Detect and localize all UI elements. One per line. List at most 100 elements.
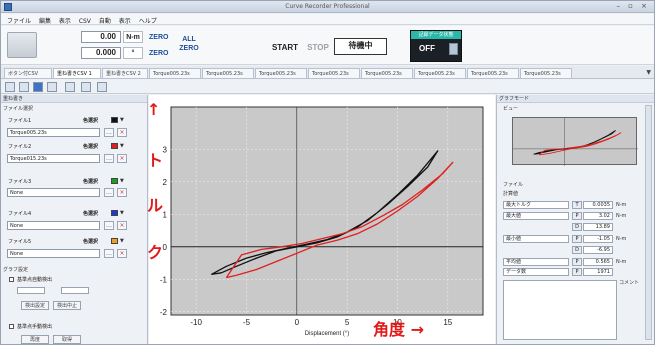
torque-unit: N-m: [123, 31, 143, 43]
calc-row-label: 最大トルク: [503, 201, 569, 209]
calc-row-unit: N-m: [616, 202, 627, 208]
y-tick-label: 1: [163, 210, 168, 219]
tab-overlay-1[interactable]: 重ね書きCSV 1: [53, 68, 101, 78]
chart-icon[interactable]: [33, 82, 43, 92]
print-icon[interactable]: [81, 82, 91, 92]
tab-file[interactable]: Torque005.23s: [414, 68, 466, 78]
y-tick-label: 0: [163, 243, 168, 252]
menu-auto[interactable]: 自動: [98, 18, 111, 25]
window-controls[interactable]: – ▫ ×: [616, 2, 650, 10]
file-1-input[interactable]: Torque005.23s: [7, 128, 100, 137]
tab-file[interactable]: Torque005.23s: [308, 68, 360, 78]
start-button[interactable]: START: [271, 43, 299, 52]
file-1-color-swatch[interactable]: [111, 117, 118, 123]
calc-row-key: P: [572, 268, 582, 276]
x-tick-label: 0: [295, 318, 300, 327]
file-2-input[interactable]: Torque015.23s: [7, 154, 100, 163]
save-icon[interactable]: [5, 82, 15, 92]
y-tick-label: 2: [163, 178, 168, 187]
export-icon[interactable]: [97, 82, 107, 92]
all-zero-button[interactable]: ALL ZERO: [178, 35, 200, 53]
comment-textarea[interactable]: [503, 280, 617, 340]
auto-detect-field-b[interactable]: [61, 287, 89, 294]
auto-detect-field-a[interactable]: [17, 287, 45, 294]
preview-chart: [513, 118, 638, 166]
right-panel-scrollbar[interactable]: [645, 105, 652, 340]
file-5-browse-icon[interactable]: …: [104, 249, 114, 258]
file-1-browse-icon[interactable]: …: [104, 128, 114, 137]
file-1-clear-icon[interactable]: ×: [117, 128, 127, 137]
file-2-clear-icon[interactable]: ×: [117, 154, 127, 163]
y-tick-label: 3: [163, 145, 168, 154]
x-tick-label: -5: [243, 318, 251, 327]
zoom-icon[interactable]: [65, 82, 75, 92]
chart-area: -10 -5 0 5 10 15 -2 -1 0 1 2 3 Displacement (°): [149, 95, 495, 345]
menu-file[interactable]: ファイル: [7, 18, 32, 25]
chevron-down-icon[interactable]: ▼: [120, 238, 124, 244]
cursor-icon[interactable]: [47, 82, 57, 92]
calc-row-value: 0.565: [583, 258, 613, 266]
file-4-input[interactable]: None: [7, 221, 100, 230]
file-4-label: ファイル4: [8, 211, 32, 217]
file-4-color-swatch[interactable]: [111, 210, 118, 216]
graph-settings-section: グラフ設定: [3, 267, 29, 273]
file-3-clear-icon[interactable]: ×: [117, 188, 127, 197]
file-5-input[interactable]: None: [7, 249, 100, 258]
open-icon[interactable]: [19, 82, 29, 92]
redo-button[interactable]: 再度: [21, 335, 49, 344]
tab-file[interactable]: Torque005.23s: [361, 68, 413, 78]
record-toggle[interactable]: [449, 43, 458, 55]
calc-row-unit: N-m: [616, 259, 627, 265]
chevron-down-icon[interactable]: ▼: [120, 143, 124, 149]
tab-file[interactable]: Torque005.23s: [520, 68, 572, 78]
menu-help[interactable]: ヘルプ: [138, 18, 157, 25]
tab-list-chevron-icon[interactable]: ▼: [646, 69, 651, 76]
menu-edit[interactable]: 編集: [38, 18, 51, 25]
zero-angle-button[interactable]: ZERO: [149, 50, 169, 57]
angle-readout: 0.000: [81, 47, 121, 59]
chevron-down-icon[interactable]: ▼: [120, 117, 124, 123]
calc-row-key: D: [572, 223, 582, 231]
manual-detect-checkbox[interactable]: [9, 324, 14, 329]
file-4-clear-icon[interactable]: ×: [117, 221, 127, 230]
file-info-label: ファイル: [503, 182, 524, 188]
tab-overlay-2[interactable]: 重ね書きCSV 2: [102, 68, 148, 78]
record-panel: 記録データ状態 OFF: [410, 30, 462, 62]
all-label: ALL: [182, 36, 196, 43]
file-5-clear-icon[interactable]: ×: [117, 249, 127, 258]
angle-annotation: 角度 →: [373, 320, 424, 339]
file-3-input[interactable]: None: [7, 188, 100, 197]
menu-csv[interactable]: CSV: [78, 18, 91, 25]
file-2-color-swatch[interactable]: [111, 143, 118, 149]
file-4-browse-icon[interactable]: …: [104, 221, 114, 230]
calc-row-key: D: [572, 246, 582, 254]
tab-file[interactable]: Torque005.23s: [149, 68, 201, 78]
detect-settings-button[interactable]: 検出設定: [21, 301, 49, 310]
menu-display[interactable]: 表示: [118, 18, 131, 25]
file-select-section: ファイル選択: [3, 106, 34, 112]
detect-stop-button[interactable]: 検出中止: [53, 301, 81, 310]
chevron-down-icon[interactable]: ▼: [120, 178, 124, 184]
stop-button[interactable]: STOP: [307, 43, 329, 52]
tab-file[interactable]: Torque005.23s: [467, 68, 519, 78]
file-3-browse-icon[interactable]: …: [104, 188, 114, 197]
zero-torque-button[interactable]: ZERO: [149, 34, 169, 41]
file-5-color-swatch[interactable]: [111, 238, 118, 244]
overlay-panel-header: 重ね書き: [1, 95, 147, 103]
tab-button-csv[interactable]: ボタン付CSV: [4, 68, 52, 78]
auto-detect-checkbox[interactable]: [9, 277, 14, 282]
all-zero-label: ZERO: [179, 45, 199, 52]
acquire-button[interactable]: 取得: [53, 335, 81, 344]
tab-file[interactable]: Torque005.23s: [202, 68, 254, 78]
torque-readout: 0.00: [81, 31, 121, 43]
file-3-color-swatch[interactable]: [111, 178, 118, 184]
comment-label: コメント: [619, 280, 640, 286]
menu-view[interactable]: 表示: [58, 18, 71, 25]
tab-bar: ボタン付CSV 重ね書きCSV 1 重ね書きCSV 2 Torque005.23…: [1, 66, 654, 79]
chevron-down-icon[interactable]: ▼: [120, 210, 124, 216]
calc-row-key: P: [572, 212, 582, 220]
tab-file[interactable]: Torque005.23s: [255, 68, 307, 78]
record-header: 記録データ状態: [411, 31, 461, 39]
file-2-browse-icon[interactable]: …: [104, 154, 114, 163]
